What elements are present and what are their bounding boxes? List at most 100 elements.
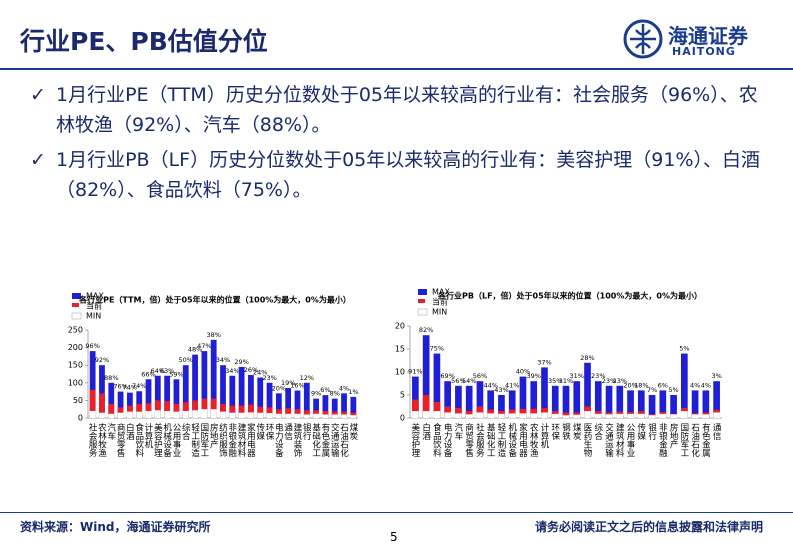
legend-swatch <box>72 303 79 307</box>
logo-icon <box>623 19 663 59</box>
legend-label: MIN <box>432 308 447 317</box>
min-bar <box>108 413 115 418</box>
max-bar <box>681 353 688 418</box>
min-bar <box>229 412 236 418</box>
percentile-label: 26% <box>244 366 258 374</box>
x-tick-label: 轻工制造 <box>190 422 200 458</box>
current-bar <box>89 389 96 418</box>
x-tick-label: 钢铁 <box>561 422 571 441</box>
percentile-label: 43% <box>494 386 508 394</box>
current-bar <box>266 407 273 418</box>
min-bar <box>498 413 505 418</box>
x-tick-label: 银行 <box>301 422 311 441</box>
max-bar <box>541 367 548 418</box>
percentile-label: 35% <box>548 377 562 385</box>
min-bar <box>713 412 720 418</box>
current-bar <box>285 408 292 418</box>
max-bar <box>530 381 538 418</box>
x-tick-label: 非银金融 <box>657 422 667 458</box>
logo-en: HAITONG <box>672 45 736 58</box>
percentile-label: 7% <box>647 386 657 394</box>
percentile-label: 1% <box>348 388 358 396</box>
percentile-label: 56% <box>451 377 465 385</box>
min-bar <box>562 415 570 418</box>
percentile-label: 23% <box>591 372 605 380</box>
percentile-label: 34% <box>225 367 239 375</box>
max-bar <box>331 398 338 418</box>
x-tick-label: 建筑装饰 <box>292 422 302 458</box>
percentile-label: 6% <box>658 381 668 389</box>
legend-swatch <box>418 299 425 303</box>
max-bar <box>584 362 591 418</box>
min-bar <box>303 414 310 418</box>
min-bar <box>322 414 329 418</box>
x-tick-label: 商贸零售 <box>115 422 125 458</box>
percentile-label: 23% <box>602 377 616 385</box>
x-tick-label: 综合 <box>593 422 603 441</box>
max-bar <box>173 379 180 418</box>
max-bar <box>313 398 319 418</box>
max-bar <box>562 385 570 418</box>
x-tick-label: 电力设备 <box>273 422 283 458</box>
max-bar <box>89 351 96 418</box>
max-bar <box>691 390 699 418</box>
max-bar <box>238 366 245 418</box>
percentile-label: 74% <box>123 384 137 392</box>
max-bar <box>627 390 634 418</box>
current-bar <box>238 405 245 418</box>
min-bar <box>248 412 254 418</box>
min-bar <box>519 413 527 418</box>
x-tick-label: 通信 <box>283 422 293 441</box>
min-bar <box>201 409 208 418</box>
max-bar <box>455 385 462 418</box>
chart-title: 各行业PB（LF，倍）处于05年以来的位置（100%为最大，0%为最小） <box>437 291 702 301</box>
logo-cn: 海通证券 <box>668 24 748 48</box>
current-bar <box>201 398 208 418</box>
max-bar <box>322 395 329 418</box>
x-tick-label: 银行 <box>647 422 657 441</box>
x-tick-label: 石油石化 <box>339 423 349 458</box>
legend-label: MIN <box>86 312 101 321</box>
max-bar <box>670 395 677 418</box>
max-bar <box>294 390 301 418</box>
y-tick-label: 150 <box>68 361 83 370</box>
max-bar <box>145 379 152 418</box>
x-tick-label: 公用事业 <box>625 423 635 457</box>
percentile-label: 64% <box>151 367 165 375</box>
max-bar <box>201 351 208 418</box>
max-bar <box>465 385 473 418</box>
x-tick-label: 农林牧渔 <box>528 422 538 457</box>
percentile-label: 23% <box>613 377 627 385</box>
current-bar <box>455 407 462 418</box>
x-tick-label: 传媒 <box>255 422 265 441</box>
x-tick-label: 汽车 <box>106 422 116 441</box>
min-bar <box>266 413 273 418</box>
max-bar <box>257 377 264 418</box>
max-bar <box>412 376 419 418</box>
max-bar <box>508 390 516 418</box>
min-bar <box>530 413 538 418</box>
y-tick-label: 0 <box>400 414 405 423</box>
max-bar <box>659 390 667 418</box>
min-bar <box>154 410 161 418</box>
percentile-label: 75% <box>430 345 444 353</box>
min-bar <box>136 411 143 418</box>
max-bar <box>164 375 171 418</box>
current-bar <box>145 403 152 418</box>
current-bar <box>412 399 419 418</box>
min-bar <box>551 413 559 418</box>
min-bar <box>145 410 152 418</box>
min-bar <box>605 414 613 418</box>
min-bar <box>238 412 245 418</box>
percentile-label: 91% <box>408 368 422 376</box>
percentile-label: 88% <box>104 374 118 382</box>
bullet: ✓ 1月行业PB（LF）历史分位数处于05年以来较高的行业有：美容护理（91%）、… <box>30 149 761 201</box>
min-bar <box>465 414 473 418</box>
footer-line <box>0 512 793 513</box>
min-bar <box>341 414 347 418</box>
x-tick-label: 基础化工 <box>485 422 495 457</box>
min-bar <box>257 412 264 418</box>
y-tick-label: 250 <box>68 326 83 335</box>
percentile-label: 5% <box>679 345 689 353</box>
max-bar <box>637 390 645 418</box>
